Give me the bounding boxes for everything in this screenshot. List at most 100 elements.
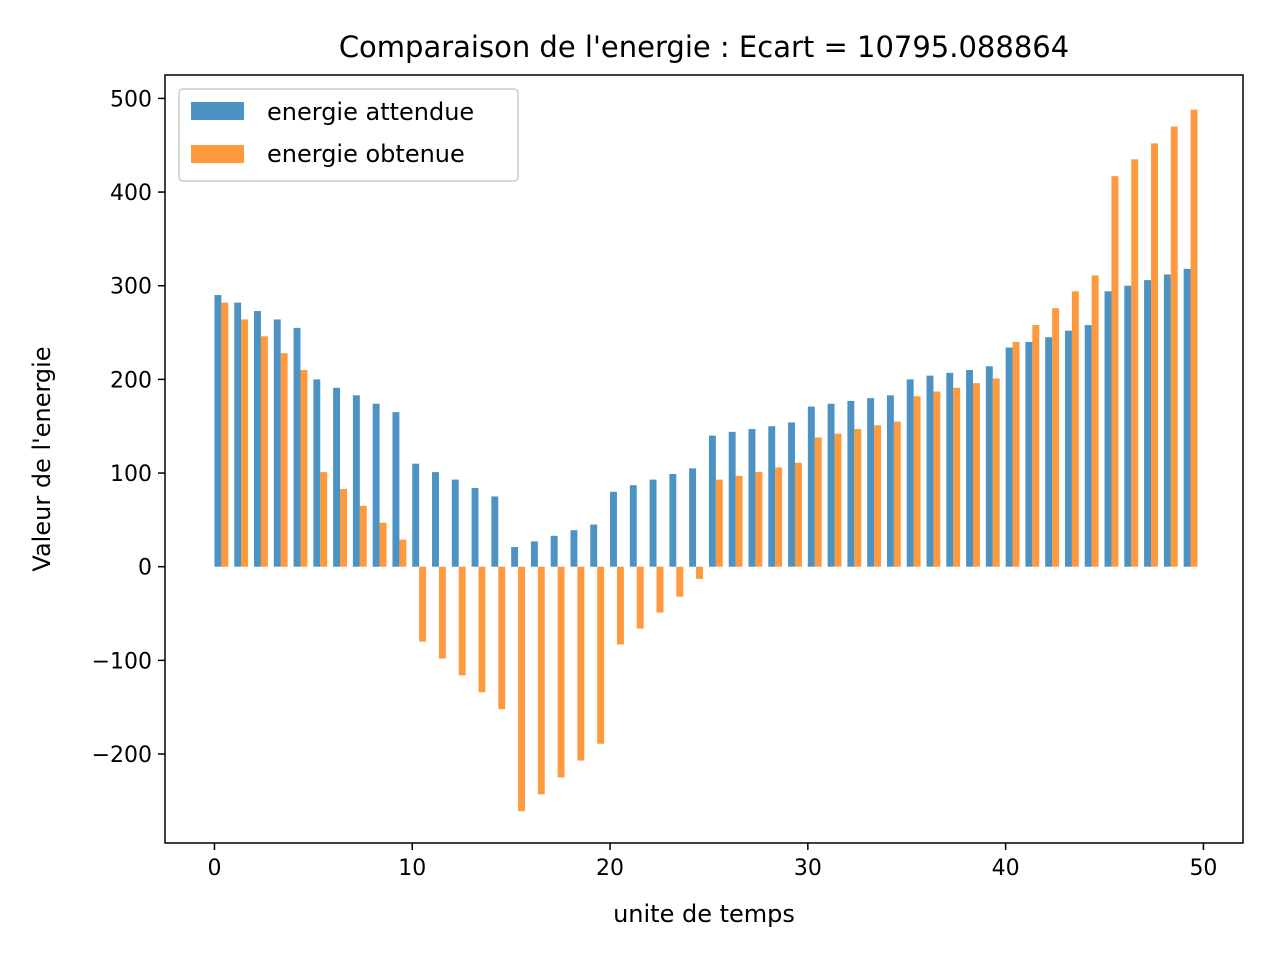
bar-energie-obtenue-19 — [597, 566, 605, 744]
y-tick-label: 300 — [110, 275, 152, 300]
bar-energie-attendue-32 — [847, 400, 855, 567]
bar-energie-obtenue-36 — [933, 391, 941, 567]
bar-energie-obtenue-12 — [458, 566, 466, 676]
bar-energie-attendue-29 — [788, 422, 795, 567]
bar-energie-attendue-37 — [946, 372, 954, 567]
bar-energie-attendue-1 — [234, 302, 242, 567]
x-tick-label: 20 — [596, 856, 624, 881]
legend-swatch-energie-attendue — [191, 102, 244, 120]
bar-energie-obtenue-11 — [438, 566, 446, 659]
bar-energie-attendue-36 — [926, 375, 934, 567]
bar-energie-attendue-5 — [313, 379, 321, 567]
bar-energie-attendue-24 — [689, 468, 697, 567]
legend-label-energie-attendue: energie attendue — [267, 98, 474, 126]
bar-energie-attendue-39 — [985, 366, 993, 567]
bar-energie-obtenue-34 — [893, 421, 901, 567]
bar-energie-attendue-3 — [273, 319, 281, 567]
bar-energie-obtenue-27 — [755, 472, 763, 567]
bar-energie-attendue-20 — [610, 491, 617, 567]
y-tick-label: 400 — [110, 181, 152, 206]
bar-energie-obtenue-17 — [557, 566, 565, 778]
bar-energie-attendue-17 — [550, 535, 558, 567]
bar-energie-obtenue-43 — [1071, 291, 1079, 567]
bar-energie-obtenue-5 — [320, 472, 328, 567]
bar-energie-attendue-8 — [372, 403, 380, 567]
x-tick-label: 40 — [992, 856, 1020, 881]
bar-energie-obtenue-1 — [241, 319, 249, 567]
bar-energie-obtenue-4 — [300, 370, 308, 567]
bar-energie-attendue-38 — [966, 370, 973, 567]
bar-energie-obtenue-15 — [518, 566, 525, 812]
bar-energie-obtenue-40 — [1012, 341, 1020, 567]
bar-energie-attendue-49 — [1183, 268, 1191, 567]
bar-energie-obtenue-37 — [953, 387, 961, 567]
bar-energie-attendue-7 — [352, 395, 360, 567]
bar-energie-obtenue-2 — [260, 336, 268, 567]
bar-energie-attendue-13 — [471, 488, 479, 567]
bar-energie-attendue-23 — [669, 473, 677, 567]
bar-energie-obtenue-24 — [696, 566, 704, 579]
bar-energie-obtenue-13 — [478, 566, 486, 693]
bar-energie-obtenue-49 — [1190, 109, 1198, 567]
bar-energie-obtenue-38 — [973, 383, 980, 567]
bar-energie-attendue-35 — [906, 379, 914, 567]
bar-energie-attendue-9 — [392, 412, 400, 567]
bar-energie-obtenue-23 — [676, 566, 684, 597]
x-axis: 0 10 20 30 40 50 — [207, 843, 1217, 881]
bar-energie-attendue-15 — [511, 547, 519, 567]
y-axis-label: Valeur de l'energie — [28, 346, 56, 571]
bar-energie-attendue-47 — [1144, 280, 1152, 567]
bar-energie-attendue-27 — [748, 429, 756, 567]
bar-energie-obtenue-32 — [854, 429, 862, 567]
bar-energie-obtenue-39 — [992, 378, 1000, 567]
bar-energie-obtenue-6 — [340, 488, 347, 567]
y-axis: −200 −100 0 100 200 300 400 500 — [92, 87, 165, 768]
bar-energie-attendue-45 — [1104, 291, 1112, 567]
bar-energie-attendue-31 — [827, 403, 835, 567]
x-tick-label: 0 — [207, 856, 221, 881]
bar-energie-attendue-43 — [1064, 330, 1072, 567]
bar-energie-obtenue-16 — [537, 566, 545, 795]
bar-energie-obtenue-35 — [913, 396, 921, 567]
chart-title: Comparaison de l'energie : Ecart = 10795… — [339, 30, 1069, 64]
x-tick-label: 30 — [794, 856, 822, 881]
y-tick-label: −200 — [92, 743, 152, 768]
bar-energie-attendue-26 — [728, 431, 736, 567]
bar-energie-attendue-33 — [867, 398, 875, 567]
bar-energie-attendue-46 — [1124, 285, 1132, 567]
bar-energie-obtenue-48 — [1170, 126, 1178, 567]
legend-swatch-energie-obtenue — [191, 145, 244, 163]
y-tick-label: −100 — [92, 649, 152, 674]
bar-energie-attendue-42 — [1045, 337, 1053, 567]
bar-energie-attendue-4 — [293, 327, 301, 567]
bar-energie-obtenue-26 — [735, 475, 743, 567]
y-tick-label: 0 — [138, 556, 152, 581]
x-axis-label: unite de temps — [613, 900, 795, 928]
y-tick-label: 100 — [110, 462, 152, 487]
bar-energie-obtenue-29 — [794, 462, 802, 567]
bar-energie-obtenue-18 — [577, 566, 585, 761]
legend-frame — [178, 88, 519, 182]
bar-energie-attendue-48 — [1163, 274, 1171, 567]
bar-energie-attendue-41 — [1025, 341, 1033, 567]
bar-energie-obtenue-8 — [379, 522, 387, 567]
bar-energie-attendue-28 — [768, 426, 776, 567]
bar-energie-obtenue-3 — [280, 353, 288, 567]
x-tick-label: 50 — [1189, 856, 1217, 881]
bar-energie-attendue-34 — [886, 395, 894, 567]
bar-energie-obtenue-14 — [498, 566, 506, 710]
bar-energie-attendue-22 — [649, 479, 657, 567]
bar-energie-attendue-2 — [254, 311, 261, 567]
bar-energie-obtenue-22 — [656, 566, 664, 613]
y-tick-label: 200 — [110, 368, 152, 393]
bar-energie-attendue-30 — [807, 406, 815, 567]
bar-energie-obtenue-0 — [221, 302, 229, 567]
bar-energie-obtenue-42 — [1052, 308, 1060, 567]
bar-energie-obtenue-30 — [814, 437, 822, 567]
bar-energie-attendue-16 — [530, 541, 538, 567]
x-tick-label: 10 — [398, 856, 426, 881]
bar-energie-obtenue-25 — [715, 479, 723, 567]
bars-layer — [214, 109, 1198, 812]
bar-energie-obtenue-44 — [1091, 275, 1099, 567]
